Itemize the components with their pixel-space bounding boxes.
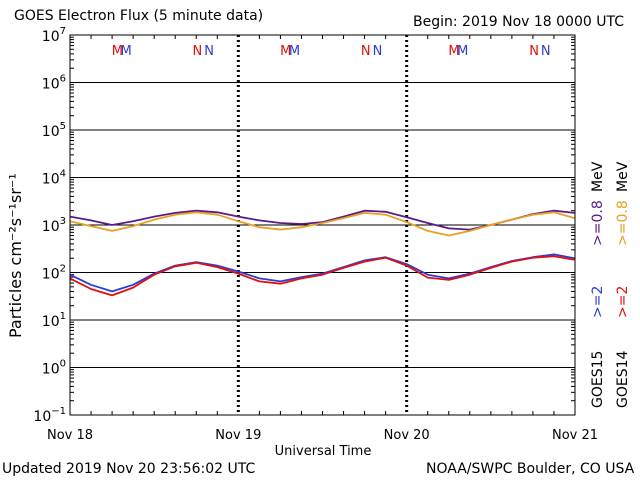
y-tick-label: 10−1 — [33, 406, 66, 425]
series-line — [69, 209, 575, 231]
y-tick-label: 100 — [42, 359, 66, 378]
series-line — [69, 211, 575, 237]
x-tick-label: Nov 19 — [215, 428, 261, 443]
mn-markers: MM N N MM N N MM N N — [112, 44, 551, 59]
chart-title: GOES Electron Flux (5 minute data) — [14, 8, 264, 24]
marker-label: N — [361, 44, 371, 59]
marker-label: N — [373, 44, 383, 59]
marker-label: M — [121, 44, 132, 59]
credit-text: NOAA/SWPC Boulder, CO USA — [426, 461, 635, 477]
y-tick-label: 107 — [42, 26, 66, 45]
marker-label: N — [529, 44, 539, 59]
x-axis-label: Universal Time — [275, 444, 372, 459]
y-axis-label: Particles cm⁻²s⁻¹sr⁻¹ — [6, 173, 25, 338]
marker-label: N — [193, 44, 203, 59]
marker-label: M — [280, 44, 291, 59]
legend-mev-1: MeV — [590, 161, 606, 192]
x-tick-labels: Nov 18 Nov 19 Nov 20 Nov 21 — [47, 428, 598, 443]
marker-label: N — [541, 44, 551, 59]
marker-label: M — [448, 44, 459, 59]
x-tick-label: Nov 21 — [552, 428, 598, 443]
legend-goes14: GOES14 — [615, 350, 631, 408]
day-ticks — [90, 35, 555, 415]
y-tick-label: 102 — [42, 264, 66, 283]
legend-goes14-08mev: >=0.8 — [615, 200, 631, 246]
legend-goes15-2mev: >=2 — [590, 285, 606, 318]
y-tick-labels: 107 106 105 104 103 102 101 100 10−1 — [33, 26, 66, 425]
y-tick-label: 101 — [42, 311, 66, 330]
marker-label: M — [457, 44, 468, 59]
y-tick-label: 105 — [42, 121, 66, 140]
x-tick-label: Nov 20 — [384, 428, 430, 443]
plot-frame — [69, 34, 576, 416]
y-tick-label: 103 — [42, 216, 66, 235]
y-tick-label: 104 — [42, 169, 66, 188]
series-lines — [69, 209, 575, 297]
legend-goes14-2mev: >=2 — [615, 285, 631, 318]
y-tick-label: 106 — [42, 74, 66, 93]
series-line — [69, 255, 575, 297]
legend-goes15: GOES15 — [590, 350, 606, 408]
updated-timestamp: Updated 2019 Nov 20 23:56:02 UTC — [2, 461, 256, 477]
legend-mev-2: MeV — [615, 161, 631, 192]
marker-label: N — [204, 44, 214, 59]
x-tick-label: Nov 18 — [47, 428, 93, 443]
legend-goes15-08mev: >=0.8 — [590, 200, 606, 246]
begin-date: Begin: 2019 Nov 18 0000 UTC — [413, 14, 624, 30]
marker-label: M — [112, 44, 123, 59]
marker-label: M — [289, 44, 300, 59]
